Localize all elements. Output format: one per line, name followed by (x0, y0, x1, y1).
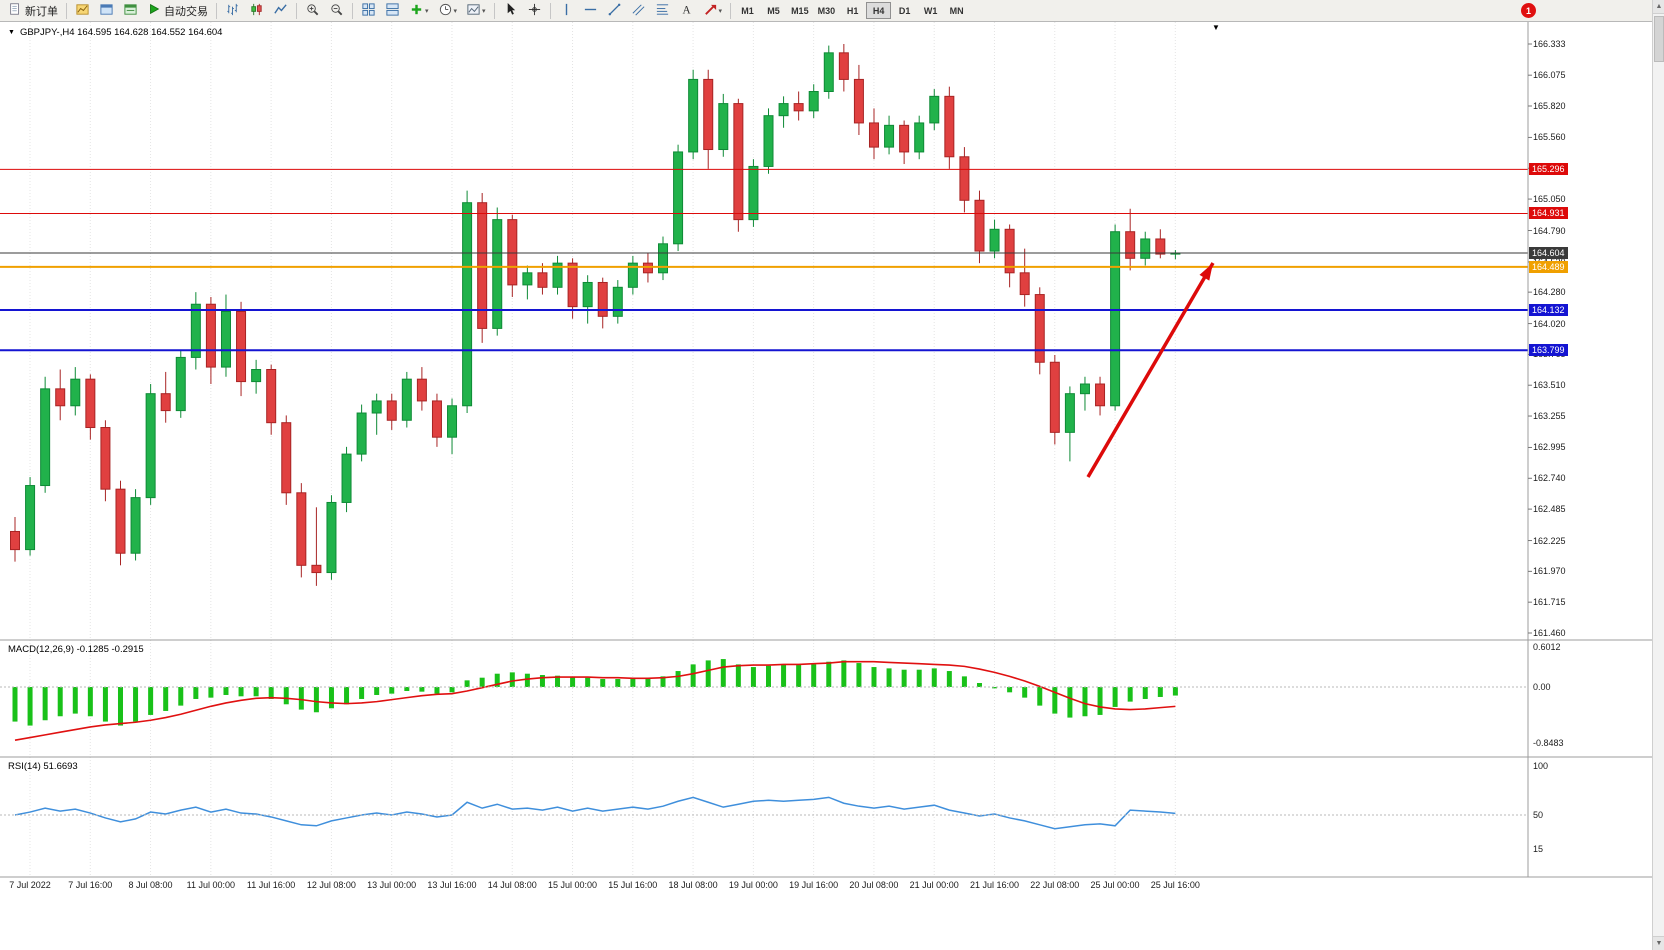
toolbar-separator (66, 2, 67, 19)
vertical-line-icon (559, 2, 574, 20)
vertical-line-button[interactable] (555, 1, 578, 20)
profiles-icon (99, 2, 114, 20)
charts-button[interactable] (71, 1, 94, 20)
templates-icon (466, 2, 481, 20)
dropdown-caret-icon[interactable]: ▾ (453, 7, 458, 15)
timeframe-button-m1[interactable]: M1 (735, 2, 760, 19)
notification-badge[interactable]: 1 (1521, 3, 1536, 18)
timeframe-button-m15[interactable]: M15 (787, 2, 813, 19)
profiles-button[interactable] (95, 1, 118, 20)
fibonacci-button[interactable] (651, 1, 674, 20)
zoom-out-button[interactable] (325, 1, 348, 20)
arrows-button[interactable]: ▾ (699, 1, 727, 20)
timeframe-button-h4[interactable]: H4 (866, 2, 892, 19)
zoom-in-icon (305, 2, 320, 20)
horizontal-line-icon (583, 2, 598, 20)
tile-horizontal-button[interactable] (381, 1, 404, 20)
toolbar-separator (216, 2, 217, 19)
periods-icon (438, 2, 453, 20)
macd-plot (12, 659, 1178, 741)
text-button[interactable]: A (675, 1, 698, 20)
toolbar-separator (352, 2, 353, 19)
cursor-icon (503, 2, 518, 20)
timeframe-button-h1[interactable]: H1 (840, 2, 865, 19)
svg-text:A: A (682, 4, 691, 16)
tile-windows-button[interactable] (357, 1, 380, 20)
trendline-button[interactable] (603, 1, 626, 20)
terminal-icon (123, 2, 138, 20)
macd-indicator-label: MACD(12,26,9) -0.1285 -0.2915 (8, 644, 144, 655)
bar-chart-icon (225, 2, 240, 20)
terminal-button[interactable] (119, 1, 142, 20)
toolbar-separator (730, 2, 732, 19)
scrollbar-up-icon[interactable]: ▲ (1653, 0, 1664, 14)
new-order-icon (8, 2, 22, 19)
autotrading-label: 自动交易 (164, 5, 208, 18)
scrollbar-thumb[interactable] (1653, 16, 1664, 62)
symbol-ohlc-text: GBPJPY-,H4 164.595 164.628 164.552 164.6… (19, 27, 223, 38)
cursor-button[interactable] (499, 1, 522, 20)
add-indicator-icon (409, 2, 424, 20)
timeframe-button-m5[interactable]: M5 (761, 2, 786, 19)
rsi-indicator-label: RSI(14) 51.6693 (8, 761, 78, 772)
timeframe-button-w1[interactable]: W1 (918, 2, 943, 19)
bar-chart-button[interactable] (221, 1, 244, 20)
candlestick-chart-button[interactable] (245, 1, 268, 20)
toolbar-separator (493, 2, 495, 19)
add-indicator-button[interactable]: ▾ (405, 1, 433, 20)
new-order-label: 新订单 (25, 5, 58, 18)
toolbar: 新订单 自动交易 ▾ ▾ ▾ A ▾ M1 M5 M15 M30 H1 H4 D1 W1 MN (0, 0, 1652, 22)
level-lines[interactable] (0, 168, 1528, 352)
candles-layer (10, 44, 1181, 586)
timeframe-group: M1 M5 M15 M30 H1 H4 D1 W1 MN (735, 2, 969, 19)
gridlines (29, 22, 1176, 877)
periods-button[interactable]: ▾ (434, 1, 462, 20)
timeframe-button-m30[interactable]: M30 (814, 2, 840, 19)
line-chart-icon (273, 2, 288, 20)
arrows-icon (703, 2, 718, 20)
trend-arrow[interactable] (1086, 262, 1215, 478)
fibonacci-icon (655, 2, 670, 20)
toolbar-separator (296, 2, 297, 19)
trendline-icon (607, 2, 622, 20)
chart-menu-arrow-icon[interactable]: ▼ (1212, 23, 1220, 32)
window-scrollbar[interactable]: ▲ ▼ (1652, 0, 1664, 950)
scrollbar-down-icon[interactable]: ▼ (1653, 936, 1664, 950)
line-chart-button[interactable] (269, 1, 292, 20)
channel-button[interactable] (627, 1, 650, 20)
dropdown-caret-icon[interactable]: ▾ (482, 7, 486, 15)
tile-windows-icon (361, 2, 376, 20)
autotrading-button[interactable]: 自动交易 (143, 1, 212, 20)
chart-collapse-icon[interactable]: ▼ (8, 29, 15, 36)
panel-borders (0, 22, 1652, 878)
candlestick-chart-icon (249, 2, 264, 20)
charts-icon (75, 2, 90, 20)
text-icon: A (679, 2, 694, 20)
zoom-in-button[interactable] (301, 1, 324, 20)
symbol-header: ▼ GBPJPY-,H4 164.595 164.628 164.552 164… (8, 27, 222, 38)
crosshair-button[interactable] (523, 1, 546, 20)
tile-horizontal-icon (385, 2, 400, 20)
zoom-out-icon (329, 2, 344, 20)
timeframe-button-d1[interactable]: D1 (892, 2, 917, 19)
channel-icon (631, 2, 646, 20)
crosshair-icon (527, 2, 542, 20)
autotrading-icon (147, 2, 161, 19)
dropdown-caret-icon[interactable]: ▾ (718, 7, 723, 15)
rsi-plot (14, 796, 1176, 830)
templates-button[interactable]: ▾ (462, 1, 490, 20)
dropdown-caret-icon[interactable]: ▾ (425, 7, 429, 15)
toolbar-separator (549, 2, 551, 19)
horizontal-line-button[interactable] (579, 1, 602, 20)
new-order-button[interactable]: 新订单 (4, 1, 62, 20)
timeframe-button-mn[interactable]: MN (944, 2, 969, 19)
